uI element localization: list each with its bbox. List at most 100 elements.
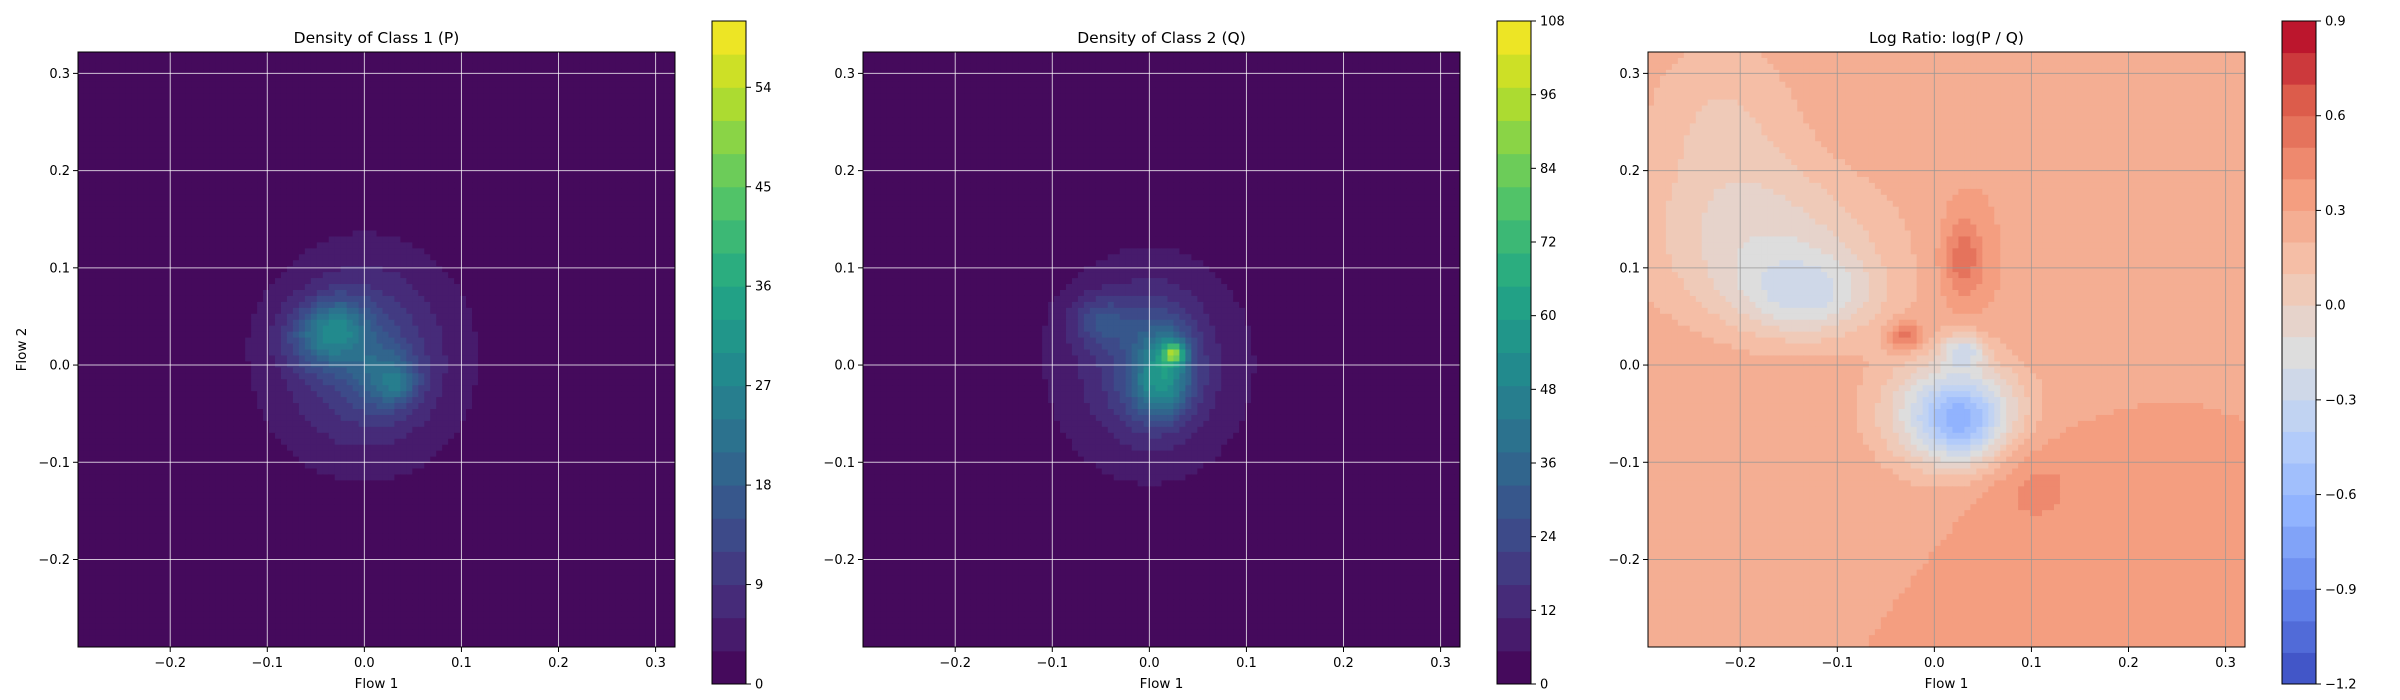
heatmap-cell xyxy=(418,153,425,160)
heatmap-cell xyxy=(621,313,628,321)
heatmap-cell xyxy=(173,343,181,351)
heatmap-cell xyxy=(537,165,545,172)
heatmap-cell xyxy=(370,93,378,101)
heatmap-cell xyxy=(591,230,598,238)
heatmap-cell xyxy=(627,337,634,345)
heatmap-cell xyxy=(269,194,276,202)
heatmap-cell xyxy=(334,218,342,226)
heatmap-cell xyxy=(257,52,264,59)
heatmap-cell xyxy=(125,147,133,154)
heatmap-cell xyxy=(245,159,252,166)
heatmap-cell xyxy=(477,337,485,345)
heatmap-cell xyxy=(430,171,437,178)
heatmap-cell xyxy=(621,153,628,160)
heatmap-cell xyxy=(543,313,551,321)
heatmap-cell xyxy=(221,99,228,107)
heatmap-cell xyxy=(477,153,485,160)
heatmap-cell xyxy=(561,290,569,297)
heatmap-cell xyxy=(460,93,467,101)
heatmap-cell xyxy=(549,52,557,59)
heatmap-cell xyxy=(322,278,330,285)
heatmap-cell xyxy=(334,194,342,202)
heatmap-cell xyxy=(370,111,378,119)
heatmap-cell xyxy=(519,337,527,345)
heatmap-cell xyxy=(657,153,664,160)
heatmap-cell xyxy=(537,230,545,238)
heatmap-cell xyxy=(483,331,491,339)
heatmap-cell xyxy=(573,331,581,339)
heatmap-cell xyxy=(489,194,497,202)
heatmap-cell xyxy=(358,75,366,83)
heatmap-cell xyxy=(328,129,336,136)
heatmap-cell xyxy=(352,319,360,327)
heatmap-cell xyxy=(477,212,485,220)
heatmap-cell xyxy=(78,165,85,172)
heatmap-cell xyxy=(89,171,97,178)
heatmap-cell xyxy=(442,212,449,220)
heatmap-cell xyxy=(113,301,121,309)
heatmap-cell xyxy=(567,325,575,333)
heatmap-cell xyxy=(436,266,443,273)
heatmap-cell xyxy=(442,224,449,232)
heatmap-cell xyxy=(191,236,198,243)
heatmap-cell xyxy=(197,75,204,83)
heatmap-cell xyxy=(113,57,121,65)
heatmap-cell xyxy=(591,343,598,351)
heatmap-cell xyxy=(239,307,246,315)
heatmap-cell xyxy=(621,188,628,196)
heatmap-cell xyxy=(633,248,640,255)
heatmap-cell xyxy=(472,290,479,297)
heatmap-cell xyxy=(663,57,670,65)
heatmap-cell xyxy=(155,307,163,315)
heatmap-cell xyxy=(209,218,216,226)
heatmap-cell xyxy=(448,176,455,184)
heatmap-cell xyxy=(495,284,503,291)
heatmap-cell xyxy=(621,301,628,309)
heatmap-cell xyxy=(275,284,282,291)
heatmap-cell xyxy=(322,206,330,214)
heatmap-cell xyxy=(298,63,306,71)
heatmap-cell xyxy=(292,242,300,249)
heatmap-cell xyxy=(280,343,288,351)
heatmap-cell xyxy=(203,313,210,321)
heatmap-cell xyxy=(424,123,431,130)
heatmap-cell xyxy=(95,319,103,327)
heatmap-cell xyxy=(269,325,276,333)
heatmap-cell xyxy=(143,188,151,196)
heatmap-cell xyxy=(83,99,91,107)
heatmap-cell xyxy=(173,182,181,190)
heatmap-cell xyxy=(406,290,413,297)
heatmap-cell xyxy=(448,284,455,291)
heatmap-cell xyxy=(406,331,413,339)
heatmap-cell xyxy=(525,212,533,220)
heatmap-cell xyxy=(412,176,419,184)
heatmap-cell xyxy=(483,159,491,166)
heatmap-cell xyxy=(621,218,628,226)
heatmap-cell xyxy=(519,188,527,196)
heatmap-cell xyxy=(472,206,479,214)
heatmap-cell xyxy=(442,93,449,101)
heatmap-cell xyxy=(239,266,246,273)
heatmap-cell xyxy=(489,331,497,339)
heatmap-cell xyxy=(304,212,312,220)
heatmap-cell xyxy=(525,123,533,130)
heatmap-cell xyxy=(107,319,115,327)
heatmap-cell xyxy=(591,159,598,166)
heatmap-cell xyxy=(531,224,539,232)
heatmap-cell xyxy=(531,188,539,196)
heatmap-cell xyxy=(233,212,240,220)
heatmap-cell xyxy=(113,188,121,196)
heatmap-cell xyxy=(286,200,294,208)
heatmap-cell xyxy=(316,117,324,124)
heatmap-cell xyxy=(448,212,455,220)
heatmap-cell xyxy=(191,159,198,166)
heatmap-cell xyxy=(364,135,372,142)
heatmap-cell xyxy=(78,248,85,255)
heatmap-cell xyxy=(107,278,115,285)
heatmap-cell xyxy=(436,194,443,202)
heatmap-cell xyxy=(669,248,675,255)
heatmap-cell xyxy=(227,284,234,291)
heatmap-cell xyxy=(155,194,163,202)
heatmap-cell xyxy=(442,188,449,196)
heatmap-cell xyxy=(167,159,175,166)
